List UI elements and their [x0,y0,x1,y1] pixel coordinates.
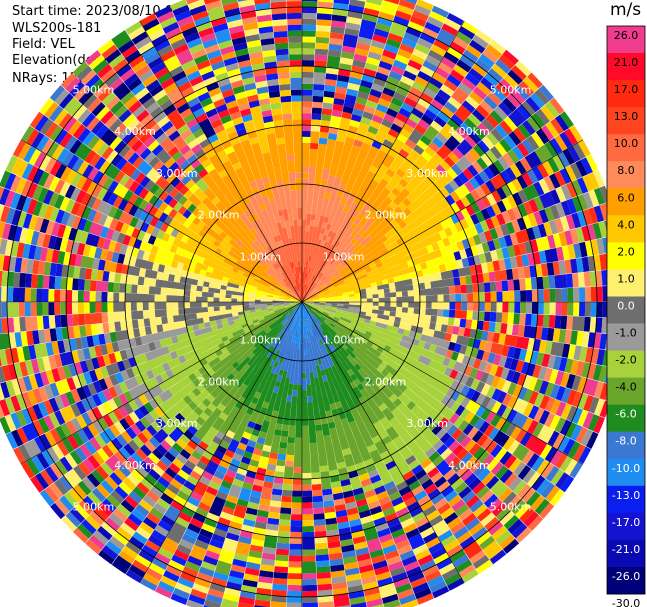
colorbar-segment [607,350,645,379]
colorbar-tick-label: 26.0 [614,29,639,42]
range-ring-label: 3.00km [406,167,448,180]
range-ring-label: 4.00km [448,125,490,138]
colorbar-segment [607,80,645,108]
colorbar-segment [607,134,645,162]
colorbar-tick-label: 21.0 [614,56,639,69]
field-label: Field: VEL [12,37,75,52]
colorbar-tick-label: -21.0 [612,543,640,556]
range-ring-label: 1.00km [240,250,282,263]
range-ring-label: 5.00km [73,83,115,96]
colorbar-unit: m/s [610,0,642,20]
azimuth-line [139,20,465,584]
colorbar-segment [607,242,645,270]
colorbar-segment [607,377,645,406]
colorbar-tick-label: 6.0 [617,191,635,204]
range-ring-label: 4.00km [114,125,156,138]
colorbar-segment [607,53,645,81]
colorbar-tick-label: -1.0 [615,327,636,340]
range-ring-label: 1.00km [240,334,282,347]
colorbar-tick-label: -6.0 [615,408,636,421]
range-ring-label: 3.00km [156,167,198,180]
colorbar-tick-label: 4.0 [617,218,635,231]
colorbar-segment [607,567,645,595]
colorbar-frame [606,25,646,595]
colorbar-segment [607,323,645,351]
range-ring-label: 4.00km [114,459,156,472]
colorbar-segment [607,269,645,297]
colorbar-tick-label: -4.0 [615,381,636,394]
colorbar-segment [607,404,645,433]
range-ring-label: 2.00km [198,209,240,222]
colorbar: 26.0 21.0 17.0 13.0 10.0 8.0 6.0 4.0 2.0 1.0 0.0 -1… [606,25,646,607]
colorbar-tick-label: 8.0 [617,164,635,177]
colorbar-tick-label: 10.0 [614,137,639,150]
range-rings: 1.00km 1.00km 1.00km 1.00km 2.00km 2.00km 2.00… [0,0,627,607]
range-ring-label: 2.00km [198,375,240,388]
velocity-gates [1,4,616,607]
colorbar-segment [607,458,645,487]
colorbar-tick-label: -26.0 [612,570,640,583]
colorbar-tick-label: -10.0 [612,462,640,475]
colorbar-tick-label: 17.0 [614,83,639,96]
ppi-plot [0,0,627,607]
colorbar-segment [607,188,645,216]
colorbar-tick-label: -2.0 [615,354,636,367]
range-ring-label: 1.00km [323,250,365,263]
range-ring-label: 5.00km [490,83,532,96]
colorbar-tick-label: -30.0 [612,597,640,607]
range-ring-label: 1.00km [323,334,365,347]
colorbar-tick-label: -8.0 [615,435,636,448]
range-ring-label: 5.00km [490,501,532,514]
range-ring-label: 2.00km [365,375,407,388]
colorbar-tick-label: -17.0 [612,516,640,529]
colorbar-segment [607,539,645,568]
colorbar-segment [607,296,645,324]
colorbar-segment [607,107,645,135]
colorbar-segment [607,26,645,54]
range-ring-label: 2.00km [365,209,407,222]
instrument-label: WLS200s-181 [12,21,102,36]
colorbar-tick-label: 1.0 [617,272,635,285]
range-ring-label: 4.00km [448,459,490,472]
colorbar-tick-label: 13.0 [614,110,639,123]
velocity-gates [0,0,609,607]
velocity-gates [0,0,620,603]
colorbar-segment [607,485,645,514]
range-ring-label: 3.00km [406,417,448,430]
velocity-gates [16,0,615,603]
colorbar-segment [607,161,645,189]
colorbar-tick-label: 0.0 [617,300,635,313]
colorbar-segment [607,215,645,243]
range-ring-label: 3.00km [156,417,198,430]
colorbar-segment [607,431,645,460]
velocity-gates [0,0,623,607]
colorbar-segment [607,512,645,541]
range-ring-label: 5.00km [73,501,115,514]
colorbar-tick-label: 2.0 [617,245,635,258]
colorbar-tick-label: -13.0 [612,489,640,502]
